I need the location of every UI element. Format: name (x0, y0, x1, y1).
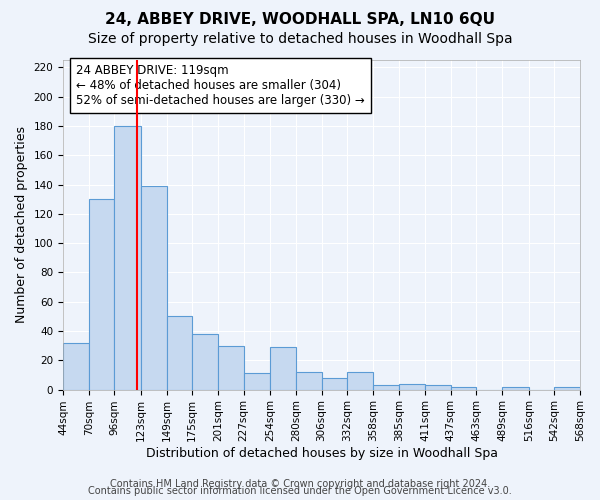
Text: Contains public sector information licensed under the Open Government Licence v3: Contains public sector information licen… (88, 486, 512, 496)
Bar (167, 316, 192, 390)
Text: Contains HM Land Registry data © Crown copyright and database right 2024.: Contains HM Land Registry data © Crown c… (110, 479, 490, 489)
Bar (244, 374, 270, 390)
Y-axis label: Number of detached properties: Number of detached properties (15, 126, 28, 324)
Bar (322, 378, 347, 390)
Bar (502, 386, 529, 390)
Bar (373, 385, 400, 390)
Bar (89, 199, 115, 390)
Bar (141, 186, 167, 390)
Text: 24, ABBEY DRIVE, WOODHALL SPA, LN10 6QU: 24, ABBEY DRIVE, WOODHALL SPA, LN10 6QU (105, 12, 495, 28)
X-axis label: Distribution of detached houses by size in Woodhall Spa: Distribution of detached houses by size … (146, 447, 497, 460)
Bar (296, 372, 322, 390)
Bar (347, 372, 373, 390)
Bar (115, 126, 141, 390)
Bar (451, 386, 476, 390)
Text: Size of property relative to detached houses in Woodhall Spa: Size of property relative to detached ho… (88, 32, 512, 46)
Bar (554, 386, 580, 390)
Bar (270, 347, 296, 390)
Text: 24 ABBEY DRIVE: 119sqm
← 48% of detached houses are smaller (304)
52% of semi-de: 24 ABBEY DRIVE: 119sqm ← 48% of detached… (76, 64, 365, 108)
Bar (425, 385, 451, 390)
Bar (218, 346, 244, 390)
Bar (192, 334, 218, 390)
Bar (63, 342, 89, 390)
Bar (400, 384, 425, 390)
